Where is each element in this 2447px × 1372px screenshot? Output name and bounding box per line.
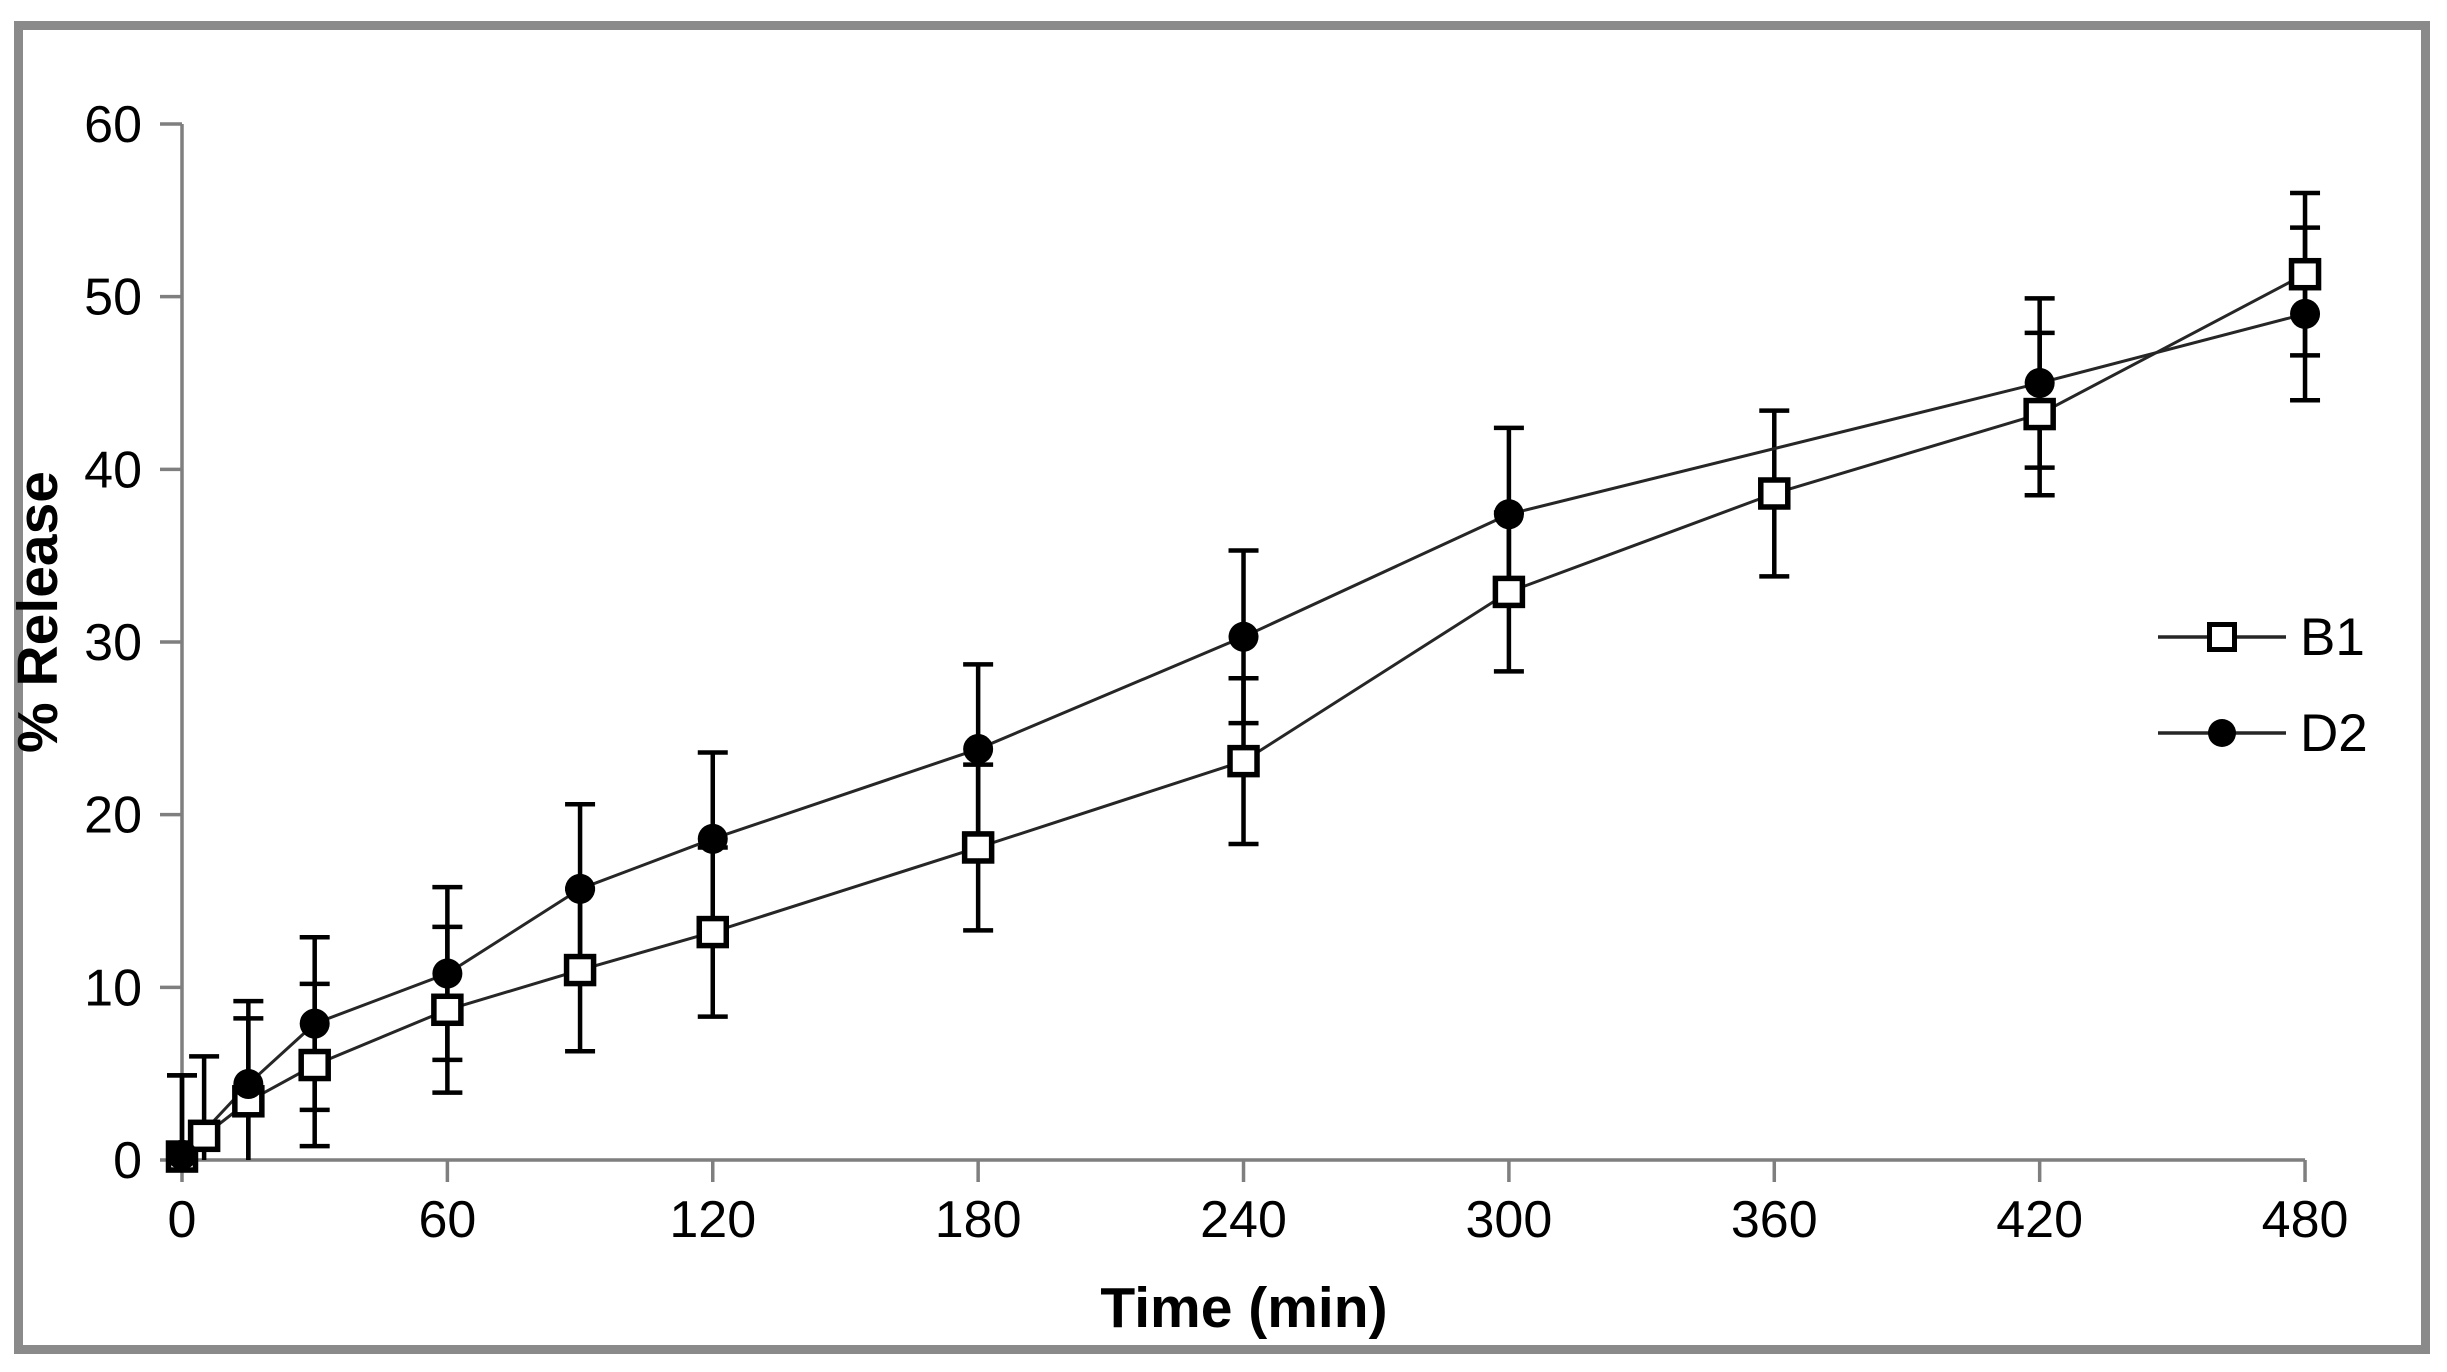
legend-open-square-icon <box>2207 622 2237 652</box>
y-tick-label: 50 <box>84 269 142 327</box>
marker-open-square-b1 <box>563 953 597 987</box>
y-tick-label: 30 <box>84 614 142 672</box>
x-tick-label: 420 <box>1996 1191 2083 1249</box>
marker-filled-circle-d2 <box>2290 298 2321 329</box>
y-axis-title: % Release <box>6 471 70 753</box>
y-tick-label: 60 <box>84 96 142 154</box>
marker-open-square-b1 <box>961 831 995 864</box>
x-tick-label: 120 <box>669 1191 756 1249</box>
legend-label-d2: D2 <box>2300 704 2368 763</box>
x-tick-label: 480 <box>2262 1191 2349 1249</box>
legend-filled-circle-icon <box>2208 719 2236 747</box>
marker-filled-circle-d2 <box>167 1139 197 1170</box>
marker-filled-circle-d2 <box>963 734 994 765</box>
marker-open-square-b1 <box>1758 477 1791 510</box>
x-tick-label: 60 <box>418 1191 476 1249</box>
y-tick-label: 40 <box>84 441 142 499</box>
marker-open-square-b1 <box>1492 575 1526 609</box>
x-tick-label: 180 <box>935 1191 1022 1249</box>
marker-filled-circle-d2 <box>432 958 463 989</box>
y-tick-label: 10 <box>84 959 142 1017</box>
plot-area: 0 10 20 30 40 50 60 0 60 120 180 240 300 360 420 480 <box>84 96 2348 1249</box>
x-tick-label: 360 <box>1731 1191 1818 1249</box>
marker-open-square-b1 <box>187 1119 221 1153</box>
x-tick-label: 0 <box>168 1191 197 1249</box>
marker-filled-circle-d2 <box>1493 499 1524 530</box>
x-tick-label: 240 <box>1200 1191 1287 1249</box>
marker-filled-circle-d2 <box>1228 621 1259 652</box>
y-tick-label: 20 <box>84 787 142 845</box>
legend-item-b1: B1 <box>2158 608 2365 667</box>
legend-item-d2: D2 <box>2158 704 2368 763</box>
x-tick-label: 300 <box>1466 1191 1553 1249</box>
marker-open-square-b1 <box>2288 257 2322 291</box>
marker-filled-circle-d2 <box>2024 367 2055 398</box>
y-tick-label: 0 <box>113 1132 142 1190</box>
marker-filled-circle-d2 <box>697 823 728 854</box>
figure-border <box>14 21 2430 1354</box>
marker-open-square-b1 <box>2023 397 2056 431</box>
marker-filled-circle-d2 <box>299 1008 330 1039</box>
marker-open-square-b1 <box>1227 744 1260 778</box>
legend: B1 D2 <box>2158 608 2368 763</box>
x-axis-title: Time (min) <box>1100 1276 1387 1340</box>
legend-label-b1: B1 <box>2300 608 2365 667</box>
marker-open-square-b1 <box>696 915 730 949</box>
marker-filled-circle-d2 <box>565 873 596 904</box>
marker-open-square-b1 <box>431 993 464 1027</box>
marker-filled-circle-d2 <box>233 1069 264 1100</box>
marker-open-square-b1 <box>298 1048 331 1082</box>
